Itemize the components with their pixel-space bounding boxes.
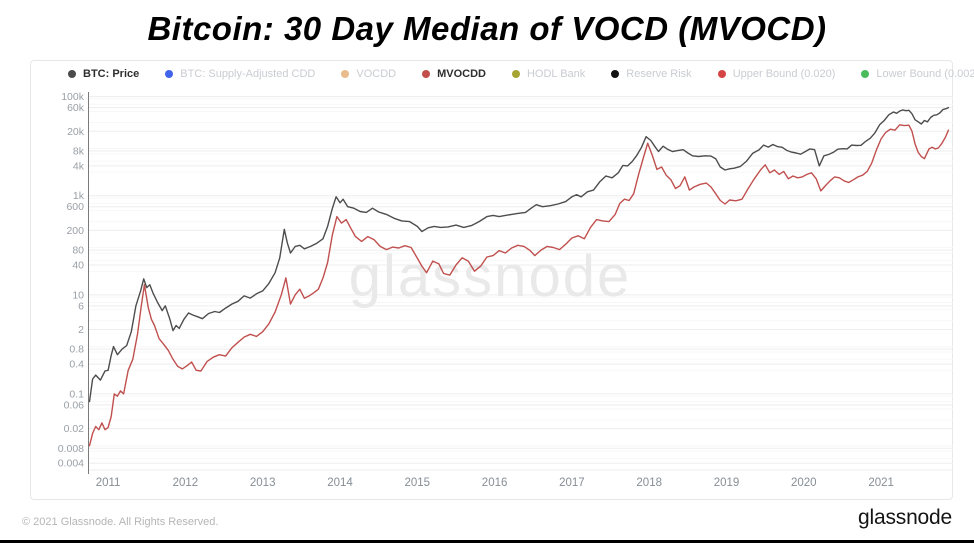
svg-text:0.004: 0.004: [58, 458, 84, 470]
x-axis-labels: 2011 2012 2013 2014 2015 2016 2017 2018 2019 2020…: [96, 477, 894, 489]
legend-dot-hodl-bank-icon: [511, 70, 520, 78]
svg-text:2020: 2020: [791, 477, 817, 489]
svg-text:0.1: 0.1: [69, 388, 84, 400]
watermark: glassnode: [349, 244, 631, 309]
svg-text:2021: 2021: [868, 477, 894, 489]
svg-text:0.02: 0.02: [64, 423, 85, 435]
legend-item-btc-price[interactable]: BTC: Price: [68, 68, 139, 80]
chart-legend: BTC: Price BTC: Supply-Adjusted CDD VOCD…: [68, 68, 974, 80]
svg-text:4k: 4k: [73, 160, 85, 172]
svg-text:2013: 2013: [250, 477, 276, 489]
svg-text:2014: 2014: [327, 477, 353, 489]
svg-text:0.06: 0.06: [64, 399, 85, 411]
legend-dot-mvocdd-icon: [422, 70, 431, 78]
svg-text:100k: 100k: [61, 91, 85, 103]
svg-text:2015: 2015: [405, 477, 431, 489]
legend-dot-supply-adjusted-cdd-icon: [165, 70, 174, 78]
legend-dot-upper-bound-icon: [717, 70, 726, 78]
footer-copyright: © 2021 Glassnode. All Rights Reserved.: [22, 516, 219, 528]
legend-label: VOCDD: [356, 68, 397, 80]
svg-text:1k: 1k: [73, 190, 85, 202]
svg-text:60k: 60k: [67, 102, 85, 114]
svg-text:0.008: 0.008: [58, 443, 84, 455]
svg-text:2012: 2012: [173, 477, 199, 489]
legend-label: Reserve Risk: [626, 68, 692, 80]
legend-item-hodl-bank[interactable]: HODL Bank: [511, 68, 586, 80]
svg-text:2017: 2017: [559, 477, 585, 489]
bottom-rule: [0, 540, 974, 543]
legend-dot-vocdd-icon: [341, 70, 350, 78]
svg-text:2019: 2019: [714, 477, 740, 489]
legend-label: BTC: Supply-Adjusted CDD: [180, 68, 316, 80]
mvocdd-line: [88, 124, 950, 447]
major-gridlines: [88, 96, 953, 471]
svg-text:2: 2: [78, 324, 84, 336]
svg-text:6: 6: [78, 300, 84, 312]
legend-label: Upper Bound (0.020): [732, 68, 836, 80]
svg-text:2018: 2018: [636, 477, 662, 489]
svg-text:0.8: 0.8: [69, 344, 84, 356]
legend-item-vocdd[interactable]: VOCDD: [341, 68, 396, 80]
svg-text:8k: 8k: [73, 145, 85, 157]
legend-item-reserve-risk[interactable]: Reserve Risk: [611, 68, 692, 80]
legend-item-mvocdd[interactable]: MVOCDD: [422, 68, 486, 80]
svg-text:600: 600: [66, 201, 84, 213]
glassnode-logo: glassnode: [858, 506, 952, 529]
legend-item-upper-bound[interactable]: Upper Bound (0.020): [717, 68, 836, 80]
legend-dot-reserve-risk-icon: [611, 70, 620, 78]
svg-text:2011: 2011: [96, 477, 121, 489]
legend-label: HODL Bank: [526, 68, 586, 80]
chart-card: [30, 60, 953, 500]
legend-item-supply-adjusted-cdd[interactable]: BTC: Supply-Adjusted CDD: [165, 68, 315, 80]
legend-label: MVOCDD: [437, 68, 486, 80]
legend-item-lower-bound[interactable]: Lower Bound (0.0025): [861, 68, 974, 80]
svg-text:20k: 20k: [67, 126, 85, 138]
legend-dot-btc-price-icon: [68, 70, 76, 78]
svg-text:40: 40: [72, 259, 84, 271]
y-axis-labels: 100k60k20k8k4k1k600200804010620.80.40.10…: [58, 91, 85, 470]
plot-area[interactable]: [88, 92, 953, 468]
svg-text:200: 200: [66, 225, 84, 237]
legend-dot-lower-bound-icon: [861, 70, 870, 78]
page-title: Bitcoin: 30 Day Median of VOCD (MVOCD): [147, 10, 827, 47]
legend-label: BTC: Price: [83, 68, 140, 80]
svg-text:2016: 2016: [482, 477, 508, 489]
svg-text:80: 80: [72, 245, 84, 257]
svg-text:10: 10: [72, 289, 84, 301]
legend-label: Lower Bound (0.0025): [876, 68, 974, 80]
btc-price-line: [88, 106, 950, 403]
svg-text:0.4: 0.4: [69, 359, 84, 371]
